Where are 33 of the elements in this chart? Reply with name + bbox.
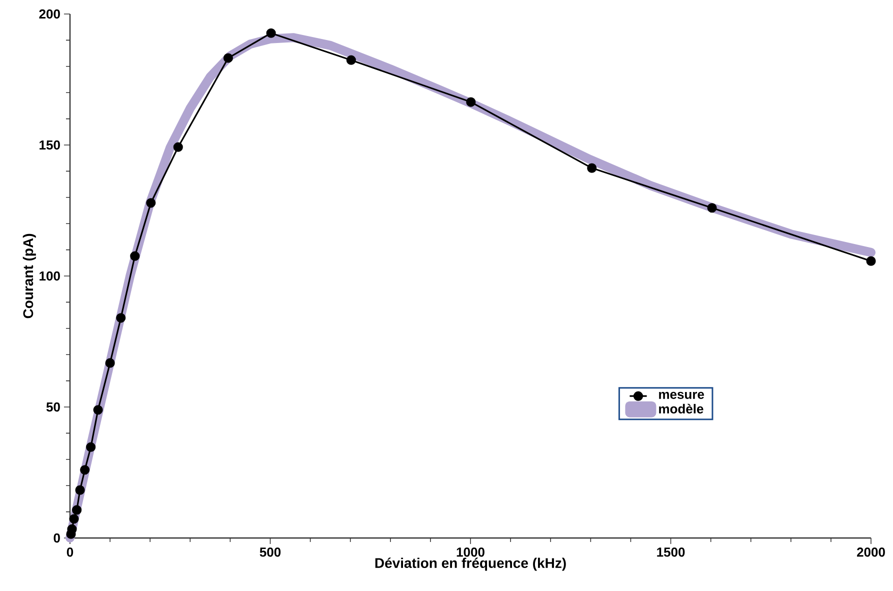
point [866,256,876,266]
point [69,514,79,524]
point [72,505,82,515]
y-tick-label: 200 [39,9,60,19]
x-tick-label: 0 [66,548,74,557]
point [67,524,77,534]
point [105,358,115,368]
point [93,405,103,415]
point [707,203,717,213]
point [116,313,126,323]
point [266,28,276,38]
x-tick-label: 1000 [456,548,484,557]
point [466,97,476,107]
x-tick-label: 2000 [857,548,885,557]
legend-label: mesure [659,392,704,399]
point [587,163,597,173]
y-axis-title: Courant (pA) [22,234,36,318]
point [346,55,356,65]
point [75,485,85,495]
y-tick-label: 0 [54,533,60,543]
x-tick-label: 500 [260,548,281,557]
x-axis-title: Déviation en fréquence (kHz) [375,558,566,571]
point [86,442,96,452]
x-tick-label: 1500 [657,548,685,557]
legend-label: modèle [659,404,704,414]
point [130,251,140,261]
point [223,53,233,63]
point [173,142,183,152]
y-tick-label: 100 [40,271,60,281]
point [80,465,90,475]
y-tick-label: 50 [46,402,60,412]
y-tick-label: 150 [40,140,60,150]
point [146,198,156,208]
